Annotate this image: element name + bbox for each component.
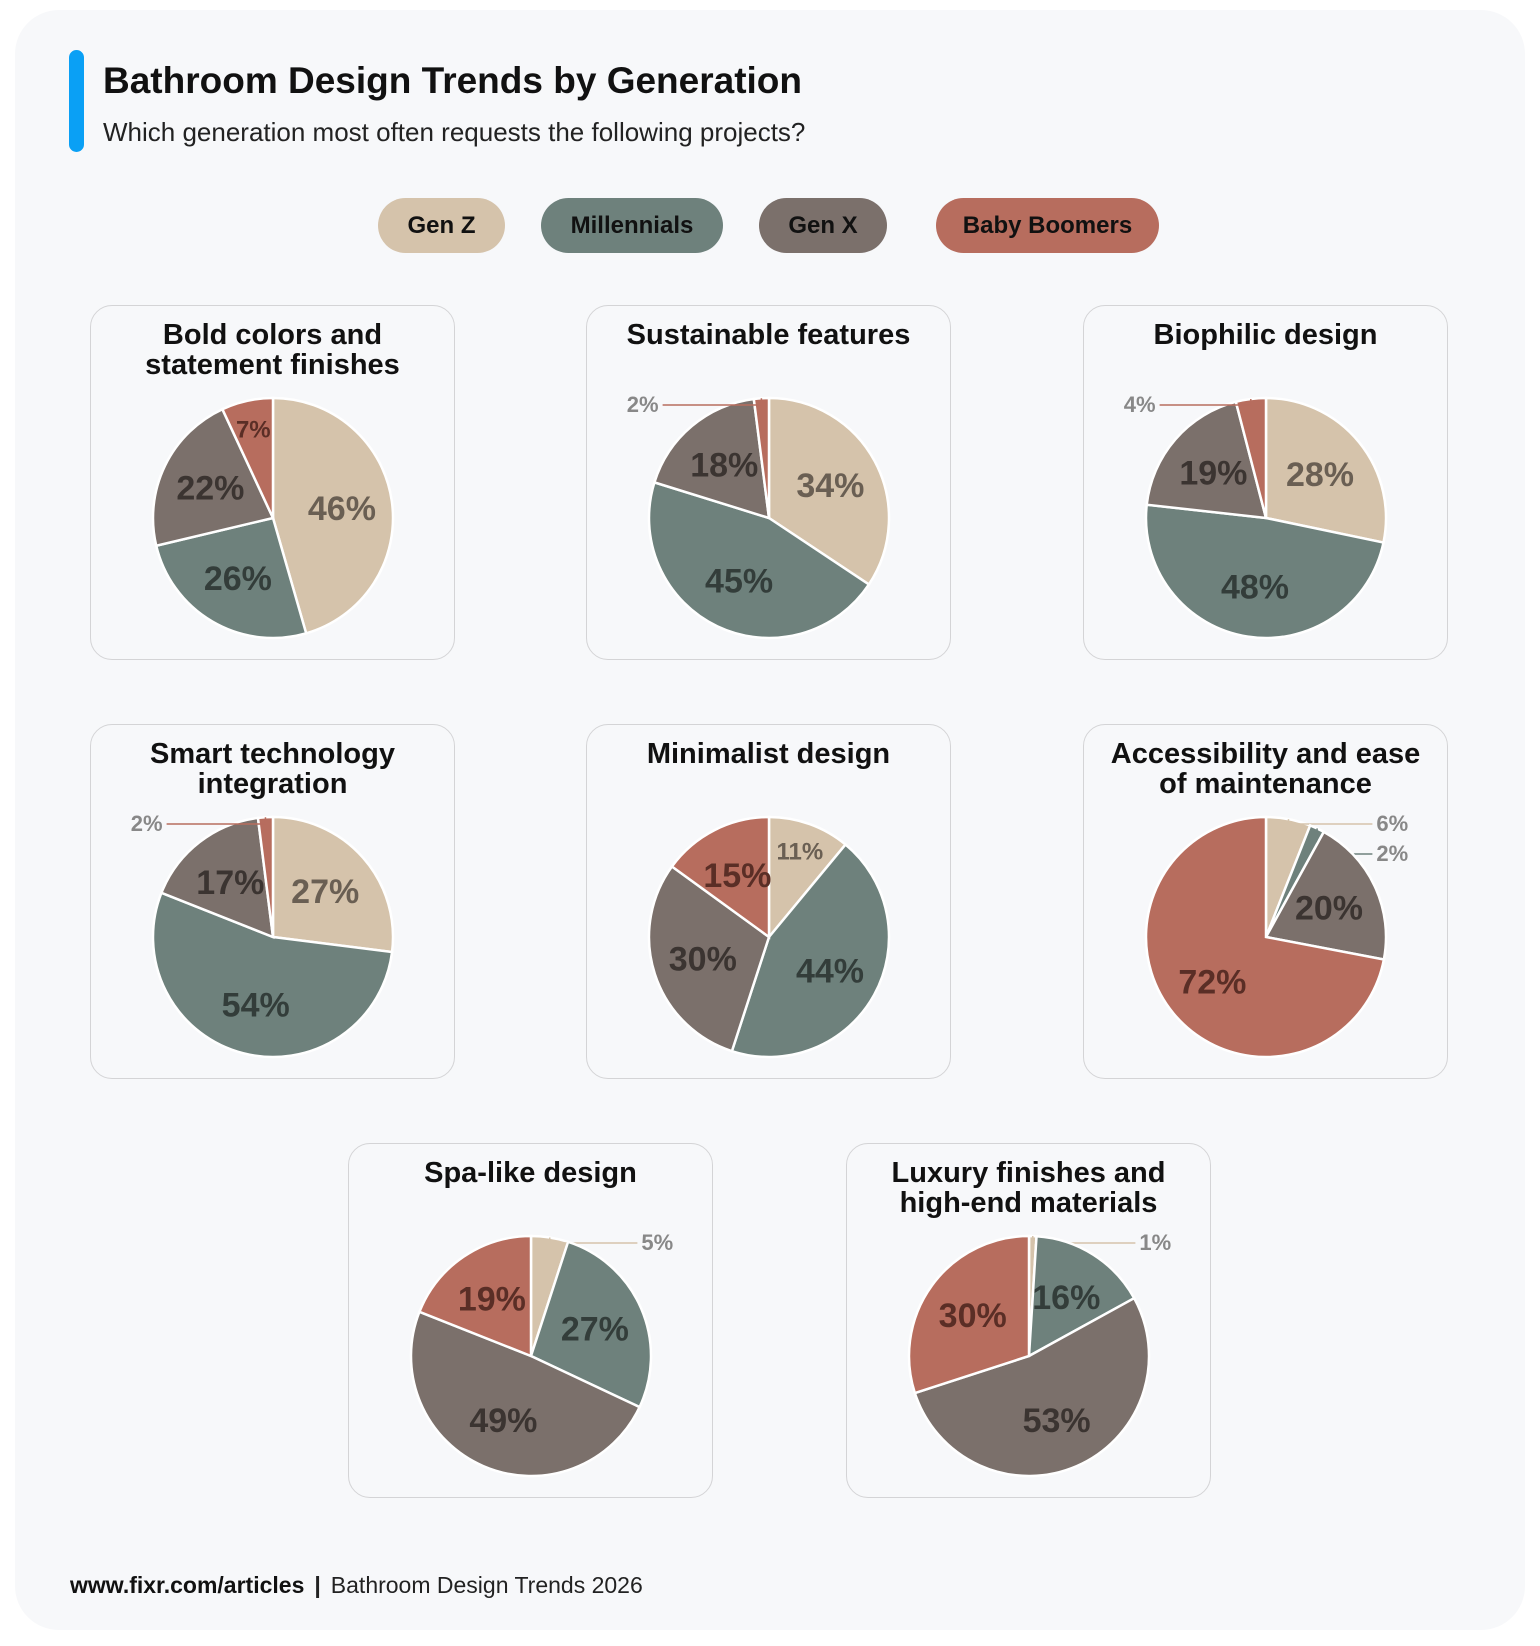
pie-panel: 1% 16% 53% 30% Luxury finishes and high-end … (846, 1143, 1211, 1498)
pie-data-label: 45% (705, 563, 773, 601)
pie-title: Bold colors and statement finishes (145, 319, 400, 381)
pie-data-label: 26% (204, 560, 272, 598)
pie-slice-gen-x (409, 1310, 642, 1478)
pie-panel: 27% 54% 17% 2% Smart technology integration (90, 724, 455, 1079)
pie-slice-baby-boomers (752, 396, 771, 519)
pie-data-label: 16% (1032, 1279, 1100, 1317)
legend-baby-boomers: Baby Boomers (936, 198, 1159, 253)
footer-separator: | (314, 1572, 321, 1598)
pie-data-label: 11% (777, 839, 824, 866)
legend-millennials: Millennials (541, 198, 723, 253)
pie-chart: 28% 48% 19% 4% (1124, 392, 1388, 640)
leader-line (166, 817, 267, 825)
pie-data-label: 30% (669, 940, 737, 978)
pie-slice-millennials (647, 480, 871, 640)
footer-source: www.fixr.com/articles (70, 1572, 305, 1598)
pie-title: Accessibility and ease of maintenance (1110, 738, 1421, 800)
pie-slice-baby-boomers (256, 815, 275, 938)
pie-slice-millennials (1144, 503, 1385, 640)
pie-data-label: 27% (561, 1310, 629, 1348)
pie-slice-millennials (151, 891, 394, 1059)
pie-data-label: 72% (1178, 963, 1246, 1001)
pie-chart: 27% 54% 17% 2% (131, 811, 395, 1059)
pie-data-label: 27% (291, 873, 359, 911)
pie-title: Spa-like design (424, 1157, 637, 1189)
pie-data-label: 6% (1376, 811, 1408, 836)
pie-chart: 11% 44% 30% 15% (647, 815, 891, 1059)
leader-line (1287, 819, 1373, 825)
pie-data-label: 19% (458, 1280, 526, 1318)
legend-gen-z: Gen Z (378, 198, 505, 253)
pie-data-label: 28% (1286, 456, 1354, 494)
footer-note: Bathroom Design Trends 2026 (330, 1572, 643, 1598)
pie-slice-gen-x (151, 407, 275, 548)
pie-chart: 34% 45% 18% 2% (627, 392, 891, 640)
pie-slice-gen-x (652, 397, 771, 520)
pie-slice-millennials (154, 516, 308, 640)
pie-slice-gen-x (647, 864, 771, 1053)
pie-data-label: 49% (469, 1402, 537, 1440)
pie-data-label: 46% (308, 490, 376, 528)
pie-slice-millennials (1027, 1234, 1136, 1359)
pie-data-label: 30% (939, 1297, 1007, 1335)
pie-data-label: 5% (641, 1230, 673, 1255)
pie-slice-gen-x (159, 816, 275, 939)
pie-data-label: 22% (176, 470, 244, 508)
pie-slice-baby-boomers (670, 815, 771, 940)
pie-slice-gen-z (271, 396, 395, 635)
legend-gen-x: Gen X (759, 198, 887, 253)
pie-title: Smart technology integration (150, 738, 395, 800)
pie-panel: 5% 27% 49% 19% Spa-like design (348, 1143, 713, 1498)
pie-chart: 46% 26% 22% 7% (151, 396, 395, 640)
pie-panel: 11% 44% 30% 15% Minimalist design (586, 724, 951, 1079)
pie-slice-gen-z (767, 815, 848, 941)
pie-slice-baby-boomers (907, 1234, 1031, 1395)
pie-slice-baby-boomers (1144, 815, 1386, 1059)
pie-data-label: 19% (1179, 454, 1247, 492)
chart-subtitle: Which generation most often requests the… (103, 117, 806, 147)
pie-data-label: 44% (796, 952, 864, 990)
pie-data-label: 2% (627, 392, 659, 417)
pie-data-label: 20% (1295, 889, 1363, 927)
pie-slice-gen-z (271, 815, 395, 954)
pie-panel: 34% 45% 18% 2% Sustainable features (586, 305, 951, 660)
pie-title: Luxury finishes and high-end materials (891, 1157, 1166, 1219)
pie-slice-baby-boomers (220, 396, 275, 519)
pie-title: Minimalist design (646, 738, 891, 770)
leader-line (549, 1237, 638, 1244)
pie-data-label: 53% (1023, 1402, 1091, 1440)
pie-chart: 5% 27% 49% 19% (409, 1230, 673, 1478)
pie-data-label: 7% (236, 416, 271, 443)
leader-line (662, 398, 763, 406)
title-accent-bar (69, 50, 84, 152)
pie-data-label: 48% (1221, 569, 1289, 607)
pie-data-label: 2% (1376, 841, 1408, 866)
pie-title: Sustainable features (626, 319, 911, 351)
pie-chart: 1% 16% 53% 30% (907, 1230, 1171, 1478)
pie-slice-millennials (730, 842, 891, 1059)
footer: www.fixr.com/articles | Bathroom Design Tr… (70, 1572, 643, 1599)
pie-title: Biophilic design (1153, 319, 1378, 351)
pie-chart: 6% 2% 20% 72% (1144, 811, 1408, 1059)
pie-data-label: 4% (1124, 392, 1156, 417)
pie-slice-gen-x (1264, 830, 1388, 961)
pie-slice-gen-x (913, 1296, 1151, 1478)
pie-panel: 28% 48% 19% 4% Biophilic design (1083, 305, 1448, 660)
leader-line (1032, 1236, 1136, 1244)
pie-data-label: 18% (690, 447, 758, 485)
pie-data-label: 2% (131, 811, 163, 836)
pie-data-label: 54% (222, 986, 290, 1024)
pie-data-label: 1% (1139, 1230, 1171, 1255)
pie-data-label: 15% (703, 857, 771, 895)
pie-slice-baby-boomers (417, 1234, 533, 1358)
pie-data-label: 17% (196, 864, 264, 902)
pie-panel: 6% 2% 20% 72% Accessibility and ease of main… (1083, 724, 1448, 1079)
pie-data-label: 34% (796, 467, 864, 505)
leader-line (1159, 398, 1252, 406)
pie-slice-millennials (529, 1240, 653, 1409)
pie-panel: 46% 26% 22% 7% Bold colors and statement fin… (90, 305, 455, 660)
chart-title: Bathroom Design Trends by Generation (103, 60, 803, 101)
pie-slice-gen-z (1264, 396, 1388, 545)
